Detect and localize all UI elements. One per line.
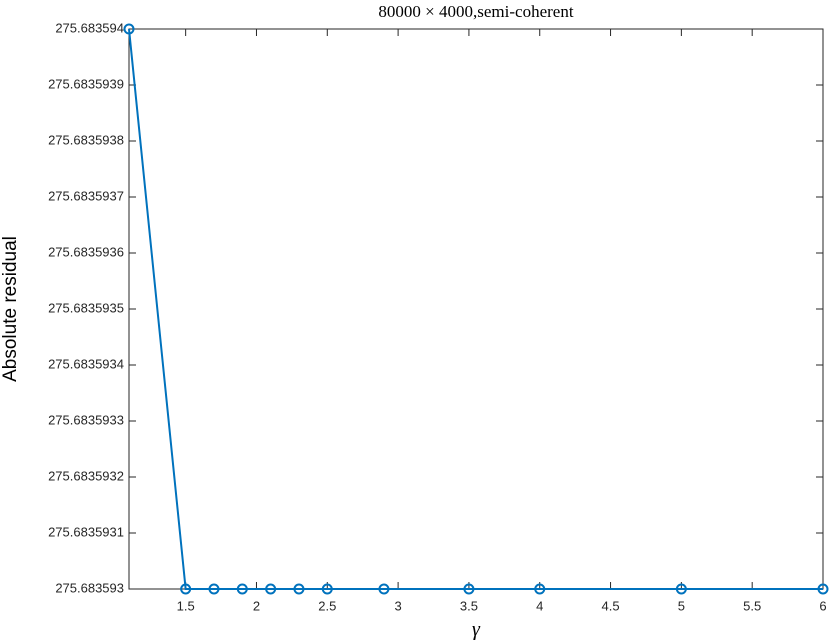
- y-tick-label: 275.6835937: [48, 188, 124, 203]
- y-tick-label: 275.6835938: [48, 132, 124, 147]
- plot-frame: [128, 28, 824, 590]
- data-point: [378, 583, 390, 595]
- chart-title: 80000 × 4000,semi-coherent: [378, 2, 573, 21]
- data-point: [123, 23, 135, 35]
- y-tick-label: 275.6835936: [48, 244, 124, 259]
- x-tick-label: 1.5: [177, 598, 195, 613]
- y-tick-label: 275.6835933: [48, 412, 124, 427]
- data-point: [293, 583, 305, 595]
- y-axis-label: Absolute residual: [0, 236, 21, 382]
- x-tick-label: 2.5: [318, 598, 336, 613]
- y-tick-label: 275.6835931: [48, 524, 124, 539]
- x-tick-label: 2: [253, 598, 260, 613]
- data-point: [265, 583, 277, 595]
- x-tick-label: 5: [678, 598, 685, 613]
- y-tick-label: 275.683594: [55, 20, 124, 35]
- data-point: [675, 583, 687, 595]
- data-point: [817, 583, 829, 595]
- data-point: [534, 583, 546, 595]
- y-tick-label: 275.6835934: [48, 356, 124, 371]
- data-point: [321, 583, 333, 595]
- y-tick-label: 275.683593: [55, 580, 124, 595]
- data-point: [208, 583, 220, 595]
- data-point: [463, 583, 475, 595]
- data-point: [236, 583, 248, 595]
- y-tick-label: 275.6835932: [48, 468, 124, 483]
- x-tick-label: 5.5: [743, 598, 761, 613]
- y-tick-label: 275.6835939: [48, 76, 124, 91]
- x-tick-label: 4.5: [602, 598, 620, 613]
- y-tick-label: 275.6835935: [48, 300, 124, 315]
- x-tick-label: 6: [819, 598, 826, 613]
- x-tick-label: 3.5: [460, 598, 478, 613]
- x-axis-label: γ: [472, 619, 481, 641]
- data-line: [128, 28, 823, 590]
- data-point: [180, 583, 192, 595]
- x-tick-label: 4: [536, 598, 543, 613]
- x-tick-label: 3: [394, 598, 401, 613]
